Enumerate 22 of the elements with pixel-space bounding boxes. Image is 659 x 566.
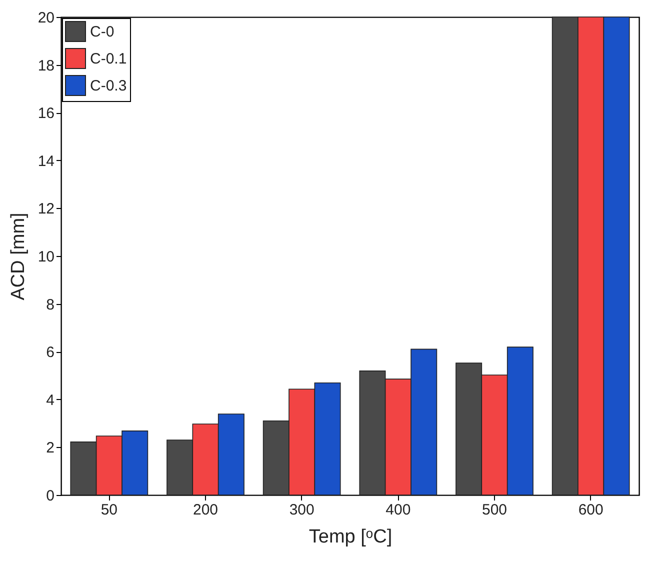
y-tick-label: 0 <box>46 488 54 504</box>
y-axis-title: ACD [mm] <box>8 212 29 300</box>
y-tick-label: 18 <box>38 57 54 74</box>
x-tick-label: 300 <box>289 502 314 518</box>
y-tick-label: 20 <box>38 10 54 26</box>
x-tick-label: 400 <box>386 502 411 518</box>
y-tick-label: 4 <box>46 392 54 409</box>
x-tick-label: 500 <box>482 502 508 518</box>
x-tick-label: 600 <box>578 502 604 518</box>
x-axis-title: Temp [ᵒC] <box>308 526 392 548</box>
y-tick-label: 10 <box>38 248 54 266</box>
x-tick-label: 50 <box>100 502 118 518</box>
x-tick-label: 200 <box>192 502 218 518</box>
legend-label: C-0 <box>90 24 114 40</box>
y-tick-label: 12 <box>38 200 54 218</box>
legend-label: C-0.3 <box>90 78 127 94</box>
y-tick-label: 8 <box>46 296 54 314</box>
y-tick-label: 2 <box>46 440 54 457</box>
y-tick-label: 14 <box>38 152 54 170</box>
legend-label: C-0.1 <box>90 50 127 68</box>
y-tick-label: 16 <box>38 105 54 122</box>
y-tick-label: 6 <box>46 344 54 362</box>
